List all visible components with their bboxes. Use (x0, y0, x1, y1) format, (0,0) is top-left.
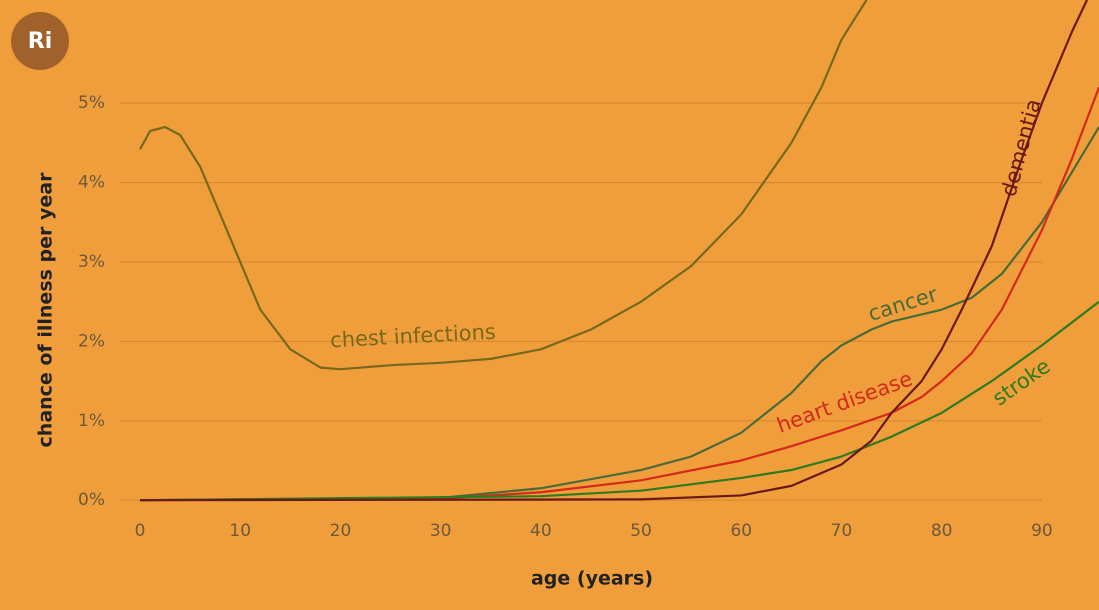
y-tick-label: 3% (78, 252, 105, 272)
logo-badge (11, 12, 69, 70)
x-tick-label: 0 (135, 521, 146, 541)
y-tick-label: 2% (78, 331, 105, 351)
line (140, 300, 1099, 502)
logo: Ri (28, 29, 52, 54)
x-tick-label: 60 (730, 521, 752, 541)
line (140, 0, 1088, 502)
y-axis-label: chance of illness per year (35, 172, 57, 448)
x-tick-label: 50 (630, 521, 652, 541)
y-tick-label: 0% (78, 490, 105, 510)
y-tick-label: 4% (78, 173, 105, 193)
x-axis-label: age (years) (531, 568, 653, 590)
x-tick-label: 70 (831, 521, 853, 541)
x-tick-label: 20 (330, 521, 352, 541)
x-tick-label: 80 (931, 521, 953, 541)
line (139, 0, 868, 371)
x-tick-label: 30 (430, 521, 452, 541)
y-tick-label: 5% (78, 93, 105, 113)
y-tick-label: 1% (78, 411, 105, 431)
x-tick-label: 40 (530, 521, 552, 541)
line (140, 126, 1099, 502)
x-tick-label: 90 (1031, 521, 1053, 541)
x-tick-label: 10 (229, 521, 251, 541)
